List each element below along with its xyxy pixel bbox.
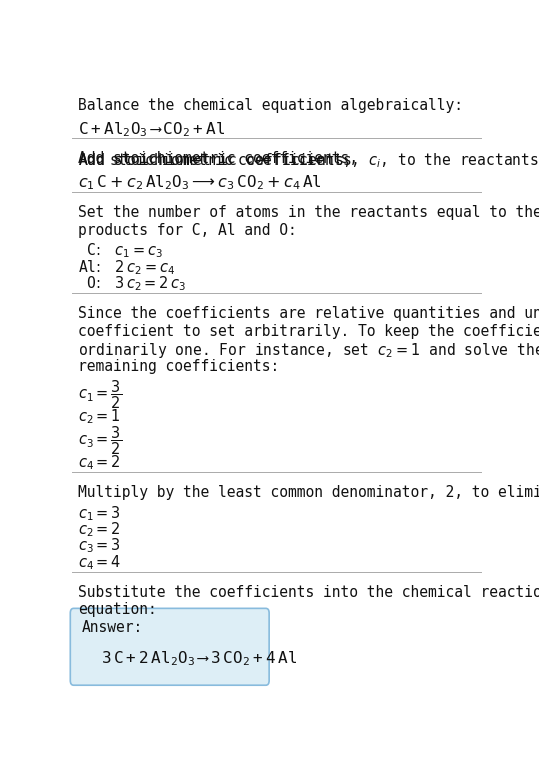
FancyBboxPatch shape xyxy=(70,608,269,685)
Text: $c_4 = 2$: $c_4 = 2$ xyxy=(78,453,121,472)
Text: Add stoichiometric coefficients, $c_i$, to the reactants and products:: Add stoichiometric coefficients, $c_i$, … xyxy=(78,152,539,170)
Text: Answer:: Answer: xyxy=(82,620,143,635)
Text: $c_1 = 3$: $c_1 = 3$ xyxy=(78,504,121,523)
Text: $c_3 = 3$: $c_3 = 3$ xyxy=(78,536,121,555)
Text: $\mathtt{Add\ stoichiometric\ coefficients,}$: $\mathtt{Add\ stoichiometric\ coefficien… xyxy=(78,152,350,169)
Text: Multiply by the least common denominator, 2, to eliminate fractional coefficient: Multiply by the least common denominator… xyxy=(78,485,539,500)
Text: $c_2 = 2$: $c_2 = 2$ xyxy=(78,520,121,539)
Text: $\mathtt{C + Al_2O_3 \longrightarrow CO_2 + Al}$: $\mathtt{C + Al_2O_3 \longrightarrow CO_… xyxy=(78,121,225,139)
Text: ordinarily one. For instance, set $c_2 = 1$ and solve the system of equations fo: ordinarily one. For instance, set $c_2 =… xyxy=(78,341,539,360)
Text: $\mathtt{Al}$:   $2\,c_2 = c_4$: $\mathtt{Al}$: $2\,c_2 = c_4$ xyxy=(78,258,175,277)
Text: equation:: equation: xyxy=(78,603,156,617)
Text: Balance the chemical equation algebraically:: Balance the chemical equation algebraica… xyxy=(78,98,463,114)
Text: Substitute the coefficients into the chemical reaction to obtain the balanced: Substitute the coefficients into the che… xyxy=(78,585,539,600)
Text: coefficient to set arbitrarily. To keep the coefficients small, the arbitrary va: coefficient to set arbitrarily. To keep … xyxy=(78,324,539,339)
Text: Set the number of atoms in the reactants equal to the number of atoms in the: Set the number of atoms in the reactants… xyxy=(78,205,539,220)
Text: products for C, Al and O:: products for C, Al and O: xyxy=(78,223,296,238)
Text: remaining coefficients:: remaining coefficients: xyxy=(78,359,279,374)
Text: $c_1\,\mathtt{C} + c_2\,\mathtt{Al_2O_3} \longrightarrow c_3\,\mathtt{CO_2} + c_: $c_1\,\mathtt{C} + c_2\,\mathtt{Al_2O_3}… xyxy=(78,174,322,192)
Text: $\mathtt{O}$:   $3\,c_2 = 2\,c_3$: $\mathtt{O}$: $3\,c_2 = 2\,c_3$ xyxy=(82,274,186,293)
Text: $c_2 = 1$: $c_2 = 1$ xyxy=(78,407,121,426)
Text: $c_3 = \dfrac{3}{2}$: $c_3 = \dfrac{3}{2}$ xyxy=(78,424,122,457)
Text: Add stoichiometric coefficients,: Add stoichiometric coefficients, xyxy=(78,152,367,166)
Text: $\mathtt{3\,C + 2\,Al_2O_3 \longrightarrow 3\,CO_2 + 4\,Al}$: $\mathtt{3\,C + 2\,Al_2O_3 \longrightarr… xyxy=(101,649,297,668)
Text: $\mathtt{C}$:   $c_1 = c_3$: $\mathtt{C}$: $c_1 = c_3$ xyxy=(82,242,163,261)
Text: Since the coefficients are relative quantities and underdetermined, choose a: Since the coefficients are relative quan… xyxy=(78,306,539,322)
Text: $c_1 = \dfrac{3}{2}$: $c_1 = \dfrac{3}{2}$ xyxy=(78,379,122,411)
Text: $c_4 = 4$: $c_4 = 4$ xyxy=(78,553,121,572)
